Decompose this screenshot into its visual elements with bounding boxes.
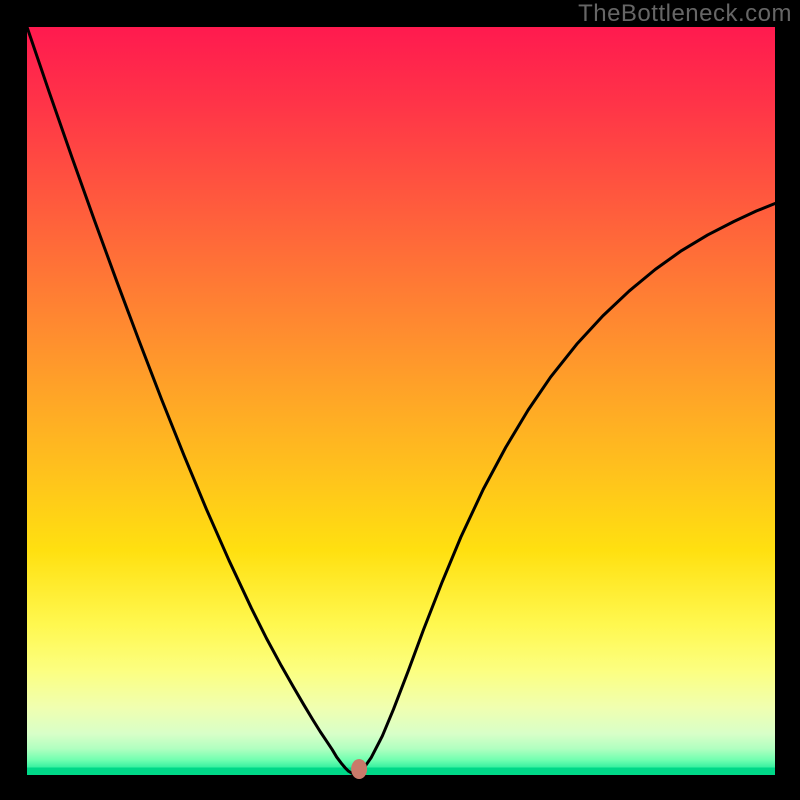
minimum-marker bbox=[351, 759, 367, 779]
bottom-green-band bbox=[27, 768, 775, 775]
watermark-text: TheBottleneck.com bbox=[578, 0, 792, 28]
chart-container: TheBottleneck.com bbox=[0, 0, 800, 800]
chart-svg bbox=[0, 0, 800, 800]
plot-background bbox=[27, 27, 775, 775]
